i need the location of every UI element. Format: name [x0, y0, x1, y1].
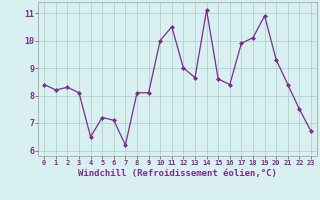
- X-axis label: Windchill (Refroidissement éolien,°C): Windchill (Refroidissement éolien,°C): [78, 169, 277, 178]
